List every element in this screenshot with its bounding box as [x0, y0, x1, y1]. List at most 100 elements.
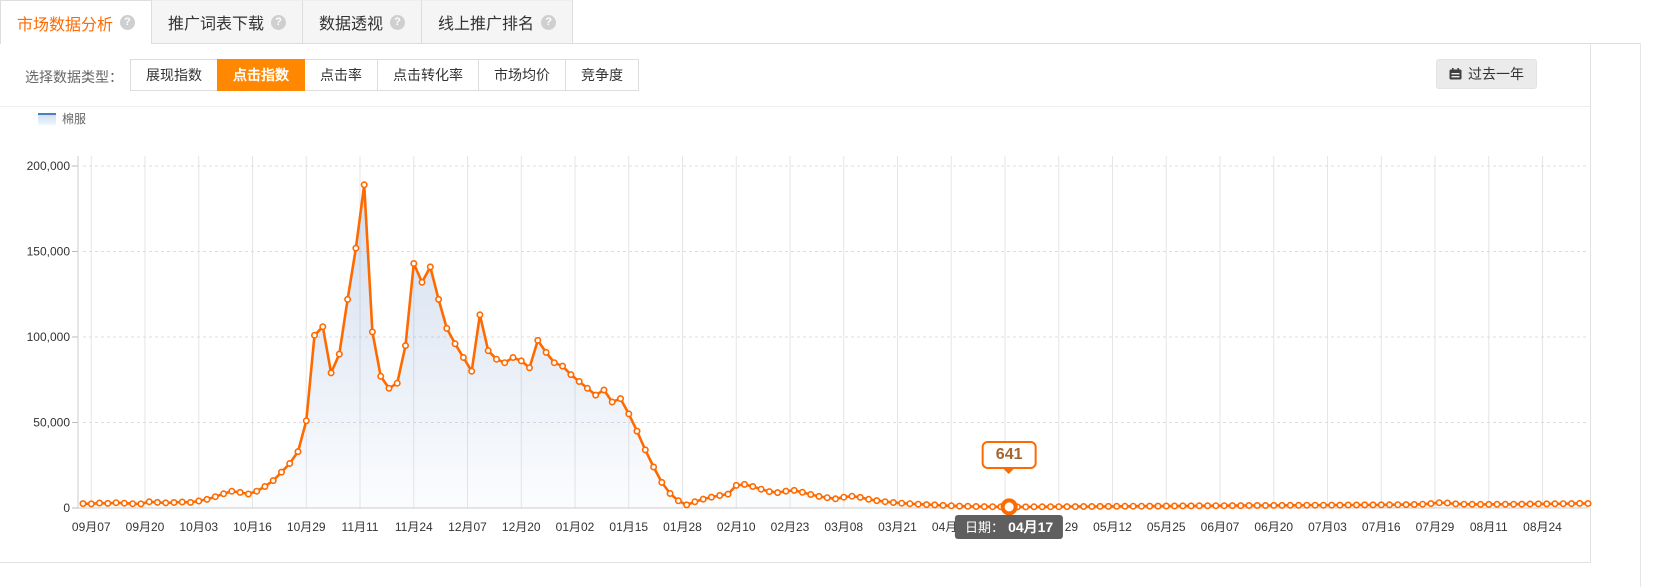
- data-point: [1030, 503, 1038, 511]
- data-type-competition[interactable]: 竞争度: [565, 59, 639, 91]
- data-point: [385, 384, 393, 392]
- tab-online-promo-ranking[interactable]: 线上推广排名 ?: [422, 0, 574, 43]
- chart-canvas[interactable]: 0 50,000 100,000 150,000 200,000 09月07 09月20 10…: [0, 128, 1600, 540]
- x-axis-label: 01月28: [663, 520, 702, 534]
- market-analysis-panel: 选择数据类型： 展现指数 点击指数 点击率 点击转化率 市场均价 竞争度 过去一…: [0, 44, 1592, 563]
- data-point: [451, 340, 459, 348]
- data-point: [1584, 499, 1592, 507]
- data-point: [459, 354, 467, 362]
- data-point: [178, 498, 186, 506]
- tab-label: 线上推广排名: [438, 16, 535, 33]
- data-point: [1113, 502, 1121, 510]
- data-point: [393, 379, 401, 387]
- data-point: [1154, 502, 1162, 510]
- help-icon[interactable]: ?: [390, 14, 406, 30]
- data-point: [757, 485, 765, 493]
- data-type-market-avg-price[interactable]: 市场均价: [478, 59, 566, 91]
- data-point: [1452, 500, 1460, 508]
- x-axis-label: 09月07: [72, 520, 111, 534]
- data-point: [1402, 501, 1410, 509]
- data-point: [989, 503, 997, 511]
- data-point: [980, 503, 988, 511]
- y-axis-label: 100,000: [27, 330, 71, 344]
- data-point: [1096, 502, 1104, 510]
- data-point: [972, 502, 980, 510]
- data-point: [840, 493, 848, 501]
- data-type-click-conversion-rate[interactable]: 点击转化率: [377, 59, 479, 91]
- data-point: [335, 350, 343, 358]
- data-point: [1493, 500, 1501, 508]
- x-axis-label: 08月11: [1470, 520, 1508, 534]
- tab-data-pivot[interactable]: 数据透视 ?: [303, 0, 423, 43]
- data-point: [476, 311, 484, 319]
- tab-label: 市场数据分析: [17, 16, 114, 34]
- data-point: [195, 497, 203, 505]
- data-point: [666, 489, 674, 497]
- x-axis-label: 03月21: [878, 520, 917, 534]
- help-icon[interactable]: ?: [271, 14, 287, 30]
- data-point: [608, 398, 616, 406]
- x-axis-label: 10月03: [179, 520, 218, 534]
- data-point: [377, 372, 385, 380]
- data-point: [525, 364, 533, 372]
- data-point: [592, 391, 600, 399]
- data-point: [1518, 500, 1526, 508]
- data-point: [187, 498, 195, 506]
- data-point: [906, 500, 914, 508]
- data-point: [310, 331, 318, 339]
- data-point: [79, 500, 87, 508]
- data-point: [1138, 502, 1146, 510]
- data-point: [534, 336, 542, 344]
- data-point: [1080, 502, 1088, 510]
- hover-date: 04月17: [1008, 519, 1054, 535]
- data-point: [856, 493, 864, 501]
- data-point: [691, 498, 699, 506]
- x-axis-label: 12月20: [502, 520, 541, 534]
- help-icon[interactable]: ?: [120, 15, 136, 30]
- x-axis-label: 05月12: [1093, 520, 1132, 534]
- data-type-click-rate[interactable]: 点击率: [304, 59, 378, 91]
- time-range-button[interactable]: 过去一年: [1436, 59, 1537, 89]
- data-point: [170, 498, 178, 506]
- x-axis-label: 11月11: [342, 520, 379, 534]
- data-point: [1047, 503, 1055, 511]
- data-point: [492, 355, 500, 363]
- data-point: [947, 502, 955, 510]
- data-point: [1485, 500, 1493, 508]
- data-point: [600, 386, 608, 394]
- data-point: [749, 482, 757, 490]
- data-point: [1088, 502, 1096, 510]
- hovered-data-point: [1000, 498, 1018, 516]
- data-point: [716, 491, 724, 499]
- data-point: [625, 410, 633, 418]
- tab-promo-wordlist-download[interactable]: 推广词表下载 ?: [152, 0, 304, 43]
- tab-market-data-analysis[interactable]: 市场数据分析 ?: [0, 0, 153, 44]
- data-point: [807, 490, 815, 498]
- hover-value-tooltip: 641: [981, 440, 1037, 474]
- data-type-impression-index[interactable]: 展现指数: [130, 59, 218, 91]
- tab-bar: 市场数据分析 ? 推广词表下载 ? 数据透视 ? 线上推广排名 ?: [0, 0, 1641, 44]
- y-axis-label: 200,000: [27, 159, 71, 173]
- data-point: [517, 357, 525, 365]
- data-point: [145, 498, 153, 506]
- data-point: [658, 478, 666, 486]
- data-point: [302, 417, 310, 425]
- x-axis-label: 01月15: [609, 520, 648, 534]
- data-type-click-index[interactable]: 点击指数: [217, 59, 305, 91]
- data-point: [567, 371, 575, 379]
- x-axis-label: 02月10: [717, 520, 756, 534]
- x-axis-label: 06月07: [1201, 520, 1240, 534]
- x-axis-label: 02月23: [771, 520, 810, 534]
- data-point: [1394, 501, 1402, 509]
- data-point: [1262, 501, 1270, 509]
- data-point: [1146, 502, 1154, 510]
- data-point: [1162, 502, 1170, 510]
- help-icon[interactable]: ?: [541, 14, 557, 30]
- data-point: [1179, 502, 1187, 510]
- data-point: [352, 244, 360, 252]
- data-point: [790, 486, 798, 494]
- data-point: [1253, 501, 1261, 509]
- data-point: [344, 295, 352, 303]
- data-point: [1443, 499, 1451, 507]
- trend-chart[interactable]: 0 50,000 100,000 150,000 200,000 09月07 09月20 10…: [0, 128, 1600, 558]
